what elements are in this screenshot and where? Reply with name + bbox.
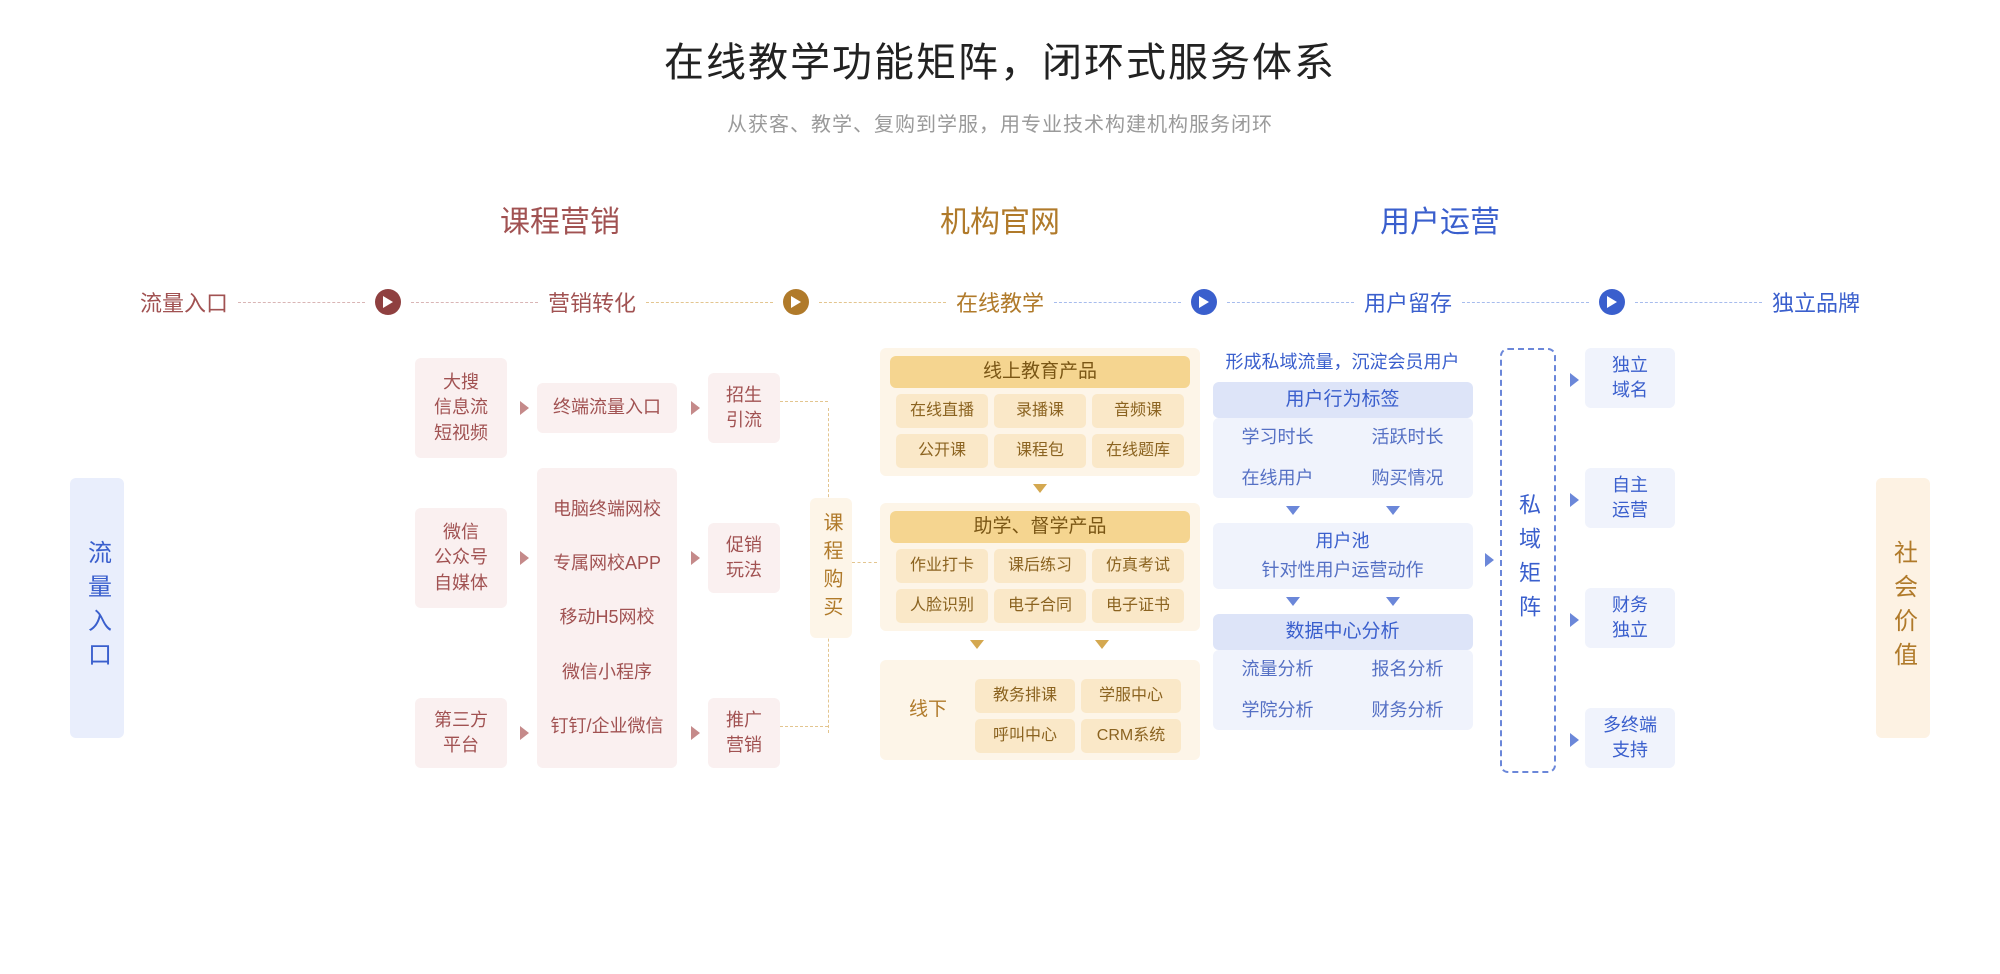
- chevron-down-icon: [1286, 597, 1300, 606]
- behavior-item: 在线用户: [1242, 466, 1314, 491]
- offline-label: 线下: [888, 697, 968, 724]
- tag: 录播课: [994, 394, 1086, 428]
- tag: 呼叫中心: [975, 719, 1075, 753]
- pool-header: 用户池: [1316, 529, 1370, 554]
- dashed-line: [780, 726, 828, 727]
- section-operation: 用户运营: [1200, 197, 1680, 241]
- offline-products: 线下 教务排课 学服中心 呼叫中心 CRM系统: [880, 660, 1200, 760]
- chevron-right-icon: [691, 726, 700, 740]
- tag: 学服中心: [1081, 679, 1181, 713]
- tag: 课后练习: [994, 549, 1086, 583]
- play-icon: [783, 289, 809, 315]
- terminal-entry: 终端流量入口: [537, 383, 677, 433]
- data-box: 流量分析 报名分析 学院分析 财务分析: [1213, 650, 1473, 730]
- terminal-item: 电脑终端网校: [553, 497, 661, 522]
- terminal-list: 电脑终端网校 专属网校APP 移动H5网校 微信小程序 钉钉/企业微信: [537, 468, 677, 768]
- section-marketing: 课程营销: [320, 197, 800, 241]
- stage-row: 流量入口 营销转化 在线教学 用户留存 独立品牌: [0, 286, 2000, 318]
- tag: 在线直播: [896, 394, 988, 428]
- terminal-item: 专属网校APP: [553, 551, 661, 576]
- stage-4: 用户留存: [1364, 286, 1452, 318]
- brand-box-4: 多终端 支持: [1585, 708, 1675, 768]
- brand-box-2: 自主 运营: [1585, 468, 1675, 528]
- source-box-2: 微信 公众号 自媒体: [415, 508, 507, 608]
- play-icon: [1599, 289, 1625, 315]
- tag: 公开课: [896, 434, 988, 468]
- chevron-right-icon: [691, 401, 700, 415]
- data-item: 学院分析: [1242, 698, 1314, 723]
- chevron-right-icon: [1570, 613, 1579, 627]
- operations-column: 形成私域流量，沉淀会员用户 用户行为标签 学习时长 活跃时长 在线用户 购买情况 用…: [1210, 348, 1475, 730]
- chevron-right-icon: [520, 401, 529, 415]
- assist-header: 助学、督学产品: [890, 511, 1190, 543]
- chevron-right-icon: [520, 726, 529, 740]
- data-item: 报名分析: [1372, 657, 1444, 682]
- chevron-right-icon: [520, 551, 529, 565]
- chevron-right-icon: [1570, 733, 1579, 747]
- dashed-line: [852, 562, 877, 563]
- chevron-right-icon: [1570, 493, 1579, 507]
- chevron-down-icon: [970, 640, 984, 649]
- online-header: 线上教育产品: [890, 356, 1190, 388]
- source-box-3: 第三方 平台: [415, 698, 507, 768]
- play-icon: [1191, 289, 1217, 315]
- tag: 仿真考试: [1092, 549, 1184, 583]
- tag: 人脸识别: [896, 589, 988, 623]
- chevron-down-icon: [1286, 506, 1300, 515]
- behavior-item: 活跃时长: [1372, 425, 1444, 450]
- right-pillar: 社会价值: [1876, 478, 1930, 738]
- section-headers: 课程营销 机构官网 用户运营: [0, 197, 2000, 241]
- assist-products: 助学、督学产品 作业打卡 课后练习 仿真考试 人脸识别 电子合同 电子证书: [880, 503, 1200, 631]
- terminal-item: 钉钉/企业微信: [550, 714, 663, 739]
- left-pillar: 流量入口: [70, 478, 124, 738]
- terminal-item: 微信小程序: [562, 660, 652, 685]
- tag: 在线题库: [1092, 434, 1184, 468]
- convert-box-3: 推广 营销: [708, 698, 780, 768]
- stage-1: 流量入口: [140, 286, 228, 318]
- matrix-box: 私域矩阵: [1500, 348, 1556, 773]
- online-products: 线上教育产品 在线直播 录播课 音频课 公开课 课程包 在线题库: [880, 348, 1200, 476]
- pool-box: 用户池 针对性用户运营动作: [1213, 523, 1473, 589]
- chevron-right-icon: [691, 551, 700, 565]
- stage-2: 营销转化: [548, 286, 636, 318]
- chevron-down-icon: [1033, 484, 1047, 493]
- tag: 音频课: [1092, 394, 1184, 428]
- data-header: 数据中心分析: [1213, 614, 1473, 650]
- source-box-1: 大搜 信息流 短视频: [415, 358, 507, 458]
- main-title: 在线教学功能矩阵，闭环式服务体系: [0, 30, 2000, 88]
- tag: CRM系统: [1081, 719, 1181, 753]
- terminal-item: 移动H5网校: [559, 605, 654, 630]
- convert-box-1: 招生 引流: [708, 373, 780, 443]
- play-icon: [375, 289, 401, 315]
- brand-box-1: 独立 域名: [1585, 348, 1675, 408]
- stage-5: 独立品牌: [1772, 286, 1860, 318]
- tag: 教务排课: [975, 679, 1075, 713]
- chevron-right-icon: [1570, 373, 1579, 387]
- section-official: 机构官网: [800, 197, 1200, 241]
- brand-box-3: 财务 独立: [1585, 588, 1675, 648]
- dashed-line: [780, 401, 828, 402]
- subtitle: 从获客、教学、复购到学服，用专业技术构建机构服务闭环: [0, 108, 2000, 137]
- data-item: 流量分析: [1242, 657, 1314, 682]
- tag: 电子证书: [1092, 589, 1184, 623]
- chevron-down-icon: [1386, 506, 1400, 515]
- tag: 作业打卡: [896, 549, 988, 583]
- chevron-down-icon: [1095, 640, 1109, 649]
- behavior-item: 购买情况: [1372, 466, 1444, 491]
- stage-3: 在线教学: [956, 286, 1044, 318]
- purchase-box: 课程购买: [810, 498, 852, 638]
- behavior-header: 用户行为标签: [1213, 382, 1473, 418]
- chevron-right-icon: [1485, 553, 1494, 567]
- chevron-down-icon: [1386, 597, 1400, 606]
- behavior-item: 学习时长: [1242, 425, 1314, 450]
- pool-sub: 针对性用户运营动作: [1262, 558, 1424, 583]
- behavior-box: 学习时长 活跃时长 在线用户 购买情况: [1213, 418, 1473, 498]
- tag: 课程包: [994, 434, 1086, 468]
- ops-subtitle: 形成私域流量，沉淀会员用户: [1226, 348, 1460, 374]
- tag: 电子合同: [994, 589, 1086, 623]
- data-item: 财务分析: [1372, 698, 1444, 723]
- convert-box-2: 促销 玩法: [708, 523, 780, 593]
